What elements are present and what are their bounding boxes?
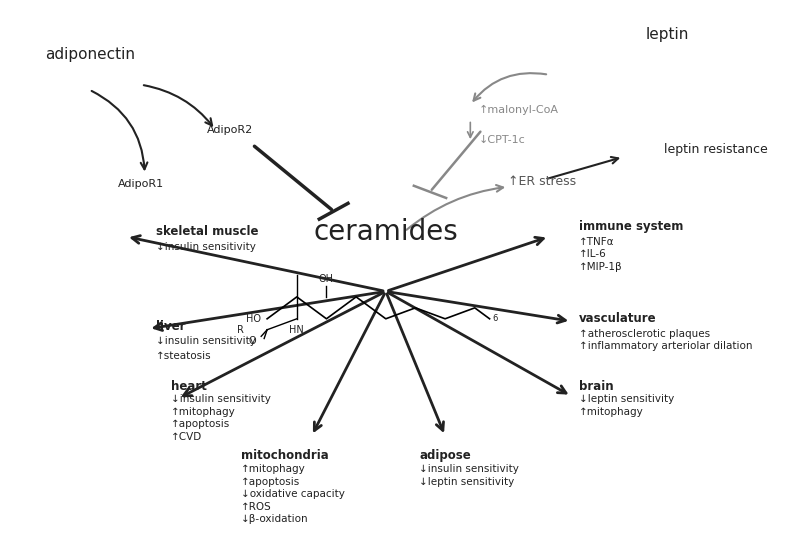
Text: mitochondria: mitochondria: [241, 449, 329, 462]
Text: adipose: adipose: [419, 449, 471, 462]
Text: ↓oxidative capacity: ↓oxidative capacity: [241, 489, 345, 499]
Text: ↑steatosis: ↑steatosis: [156, 351, 211, 361]
Text: brain: brain: [579, 379, 613, 393]
Text: leptin resistance: leptin resistance: [664, 143, 768, 156]
Text: ↑mitophagy: ↑mitophagy: [579, 407, 643, 417]
Text: ↑malonyl-CoA: ↑malonyl-CoA: [479, 104, 559, 115]
Text: ↓leptin sensitivity: ↓leptin sensitivity: [419, 477, 515, 487]
Text: ↑TNFα: ↑TNFα: [579, 237, 614, 246]
Text: liver: liver: [156, 320, 185, 333]
Text: ↑IL-6: ↑IL-6: [579, 249, 606, 259]
Text: ↑ER stress: ↑ER stress: [508, 175, 576, 188]
Text: ↑atherosclerotic plaques: ↑atherosclerotic plaques: [579, 329, 709, 339]
Text: ↑MIP-1β: ↑MIP-1β: [579, 261, 622, 272]
Text: ↑CVD: ↑CVD: [171, 432, 202, 442]
Text: leptin: leptin: [646, 27, 689, 43]
Text: ↑ROS: ↑ROS: [241, 501, 272, 512]
Text: ↓CPT-1c: ↓CPT-1c: [479, 134, 525, 145]
Text: AdipoR2: AdipoR2: [207, 124, 253, 134]
Text: AdipoR1: AdipoR1: [118, 179, 164, 189]
Text: ↑mitophagy: ↑mitophagy: [241, 464, 306, 474]
Text: ↑mitophagy: ↑mitophagy: [171, 407, 235, 417]
Text: ceramides: ceramides: [314, 218, 458, 246]
Text: ↑inflammatory arteriolar dilation: ↑inflammatory arteriolar dilation: [579, 341, 752, 351]
Text: ↓insulin sensitivity: ↓insulin sensitivity: [171, 394, 271, 405]
Text: heart: heart: [171, 379, 207, 393]
Text: ↓leptin sensitivity: ↓leptin sensitivity: [579, 394, 674, 405]
Text: skeletal muscle: skeletal muscle: [156, 225, 259, 238]
Text: immune system: immune system: [579, 220, 683, 233]
Text: ↑apoptosis: ↑apoptosis: [171, 420, 230, 429]
Text: ↑apoptosis: ↑apoptosis: [241, 477, 300, 487]
Text: ↓insulin sensitivity: ↓insulin sensitivity: [419, 464, 519, 474]
Text: adiponectin: adiponectin: [45, 47, 135, 62]
Text: ↓insulin sensitivity: ↓insulin sensitivity: [156, 242, 256, 252]
Text: vasculature: vasculature: [579, 312, 656, 325]
Text: ↓β-oxidation: ↓β-oxidation: [241, 514, 309, 524]
Text: ↓insulin sensitivity: ↓insulin sensitivity: [156, 336, 256, 346]
